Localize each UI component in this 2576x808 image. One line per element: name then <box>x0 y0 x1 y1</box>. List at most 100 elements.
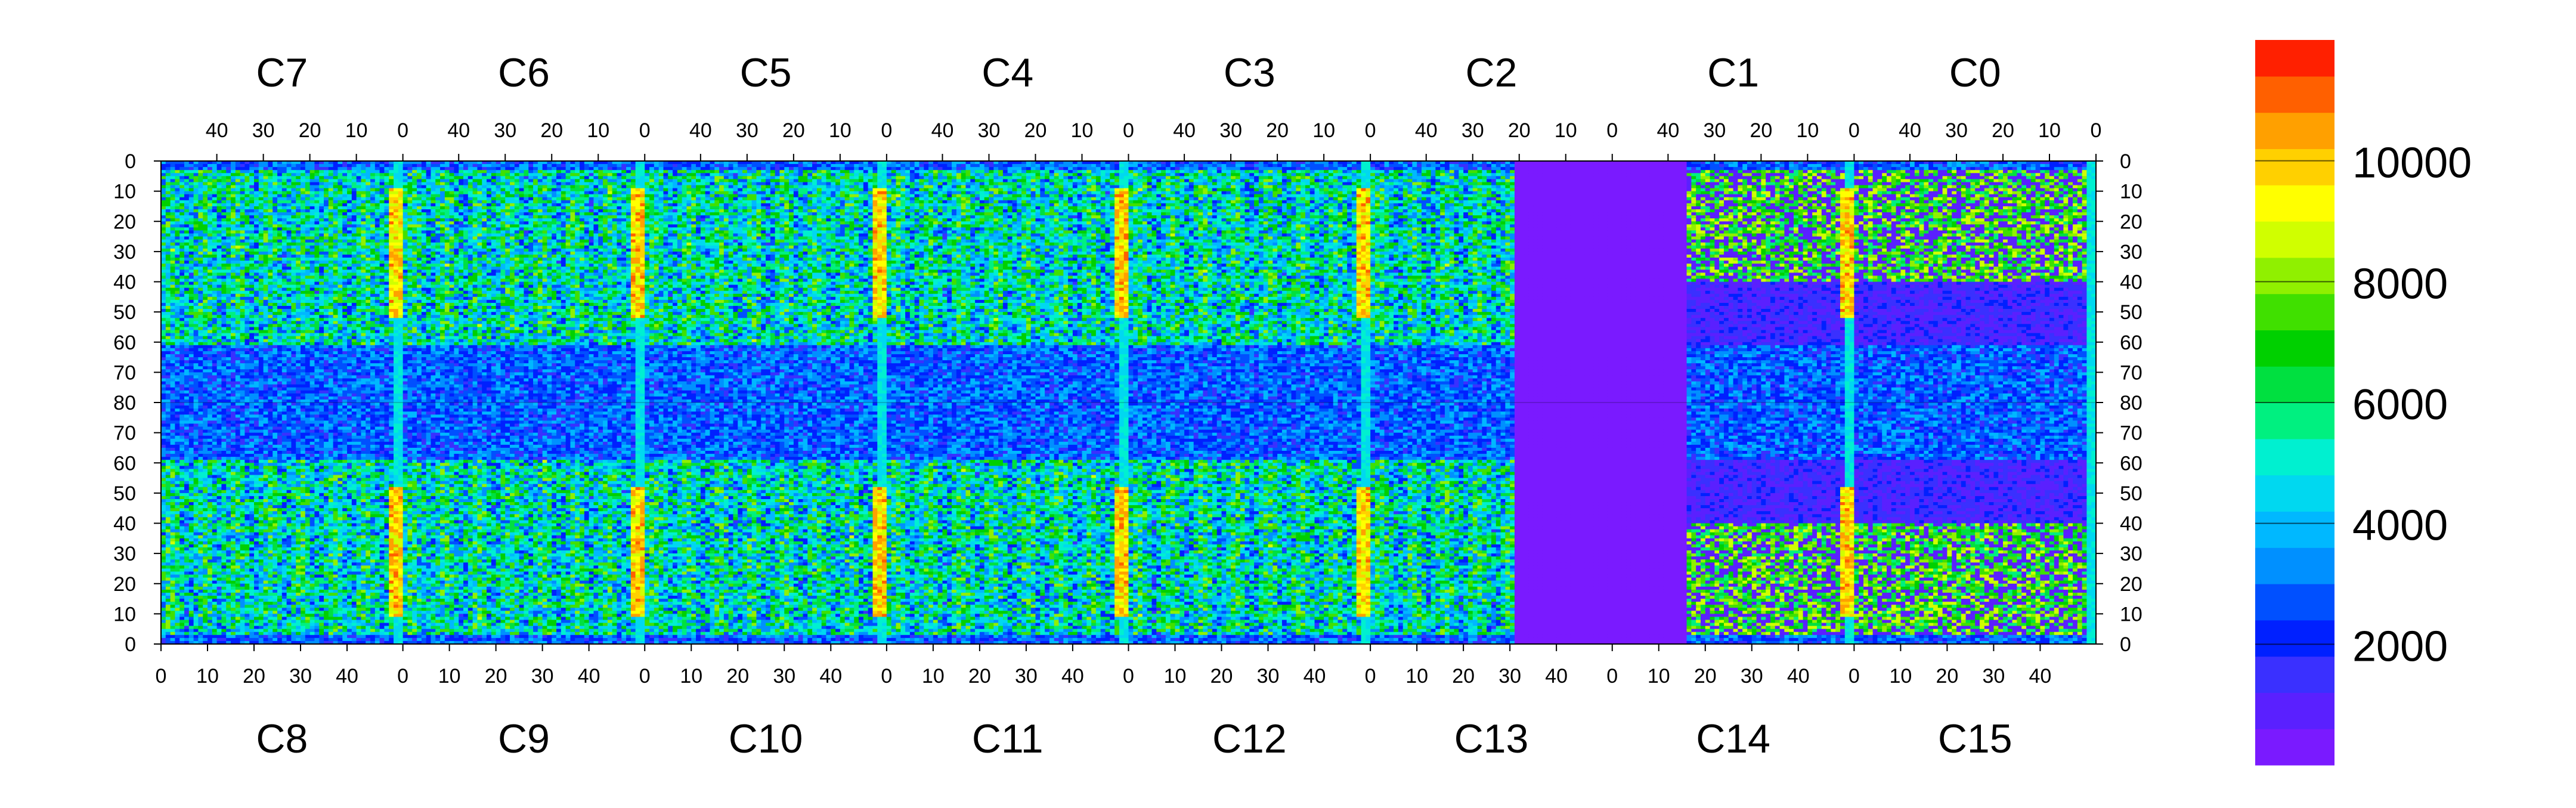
heatmap-cell <box>422 167 426 171</box>
heatmap-cell <box>1063 167 1068 171</box>
heatmap-cell <box>593 164 598 168</box>
heatmap-cell <box>784 176 789 179</box>
heatmap-cell <box>203 173 208 177</box>
heatmap-cell <box>1287 167 1292 171</box>
heatmap-cell <box>296 164 301 168</box>
heatmap-cell <box>1640 164 1645 168</box>
heatmap-cell <box>617 164 621 168</box>
heatmap-cell <box>1761 173 1766 177</box>
heatmap-cell <box>1980 164 1984 168</box>
heatmap-cell <box>1766 173 1770 177</box>
heatmap-cell <box>389 167 394 171</box>
heatmap-cell <box>277 170 282 174</box>
heatmap-cell <box>171 164 175 168</box>
heatmap-cell <box>738 167 742 171</box>
heatmap-cell <box>1110 164 1114 168</box>
heatmap-cell <box>1859 173 1863 177</box>
heatmap-cell <box>887 170 891 174</box>
heatmap-cell <box>561 170 566 174</box>
heatmap-cell <box>254 167 259 171</box>
heatmap-cell <box>1329 173 1333 177</box>
heatmap-cell <box>319 170 324 174</box>
heatmap-cell <box>1789 164 1794 168</box>
heatmap-cell <box>217 176 222 179</box>
heatmap-cell <box>361 167 366 171</box>
heatmap-cell <box>1333 167 1338 171</box>
heatmap-cell <box>696 173 701 177</box>
heatmap-cell <box>2063 173 2068 177</box>
heatmap-cell <box>1682 170 1687 174</box>
heatmap-cell <box>724 170 729 174</box>
heatmap-cell <box>1435 173 1440 177</box>
heatmap-cell <box>766 173 770 177</box>
heatmap-cell <box>831 170 835 174</box>
heatmap-cell <box>1058 164 1063 168</box>
heatmap-cell <box>301 170 305 174</box>
heatmap-cell <box>2036 170 2041 174</box>
heatmap-cell <box>375 167 380 171</box>
heatmap-cell <box>835 176 840 179</box>
heatmap-cell <box>1956 164 1961 168</box>
heatmap-cell <box>1584 167 1589 171</box>
heatmap-cell <box>1370 173 1375 177</box>
heatmap-cell <box>2045 167 2049 171</box>
heatmap-cell <box>422 170 426 174</box>
heatmap-cell <box>1138 173 1143 177</box>
heatmap-cell <box>947 167 952 171</box>
heatmap-cell <box>826 176 831 179</box>
heatmap-cell <box>1882 164 1887 168</box>
heatmap-cell <box>1612 173 1617 177</box>
heatmap-cell <box>389 164 394 168</box>
heatmap-cell <box>1900 167 1905 171</box>
heatmap-cell <box>547 176 552 179</box>
heatmap-cell <box>1701 164 1705 168</box>
heatmap-cell <box>533 167 538 171</box>
heatmap-cell <box>231 167 236 171</box>
heatmap-cell <box>1021 173 1026 177</box>
heatmap-cell <box>417 176 422 179</box>
heatmap-cell <box>1807 170 1812 174</box>
heatmap-cell <box>1589 164 1594 168</box>
heatmap-cell <box>473 176 478 179</box>
heatmap-cell <box>1812 164 1817 168</box>
heatmap-cell <box>1677 173 1682 177</box>
heatmap-cell <box>2063 170 2068 174</box>
heatmap-cell <box>1887 170 1891 174</box>
heatmap-cell <box>487 173 491 177</box>
heatmap-cell <box>663 170 668 174</box>
heatmap-cell <box>1566 173 1571 177</box>
heatmap-cell <box>1621 164 1626 168</box>
heatmap-cell <box>1845 164 1850 168</box>
heatmap-cell <box>333 170 338 174</box>
heatmap-cell <box>1696 167 1701 171</box>
heatmap-cell <box>1179 167 1184 171</box>
heatmap-cell <box>496 173 501 177</box>
heatmap-cell <box>1738 164 1742 168</box>
heatmap-cell <box>1259 167 1264 171</box>
heatmap-cell <box>766 167 770 171</box>
heatmap-cell <box>1143 164 1147 168</box>
heatmap-cell <box>1370 167 1375 171</box>
heatmap-cell <box>1654 164 1659 168</box>
heatmap-cell <box>445 173 450 177</box>
heatmap-cell <box>2063 164 2068 168</box>
heatmap-cell <box>524 164 528 168</box>
heatmap-cell <box>1296 173 1301 177</box>
heatmap-cell <box>1408 164 1413 168</box>
heatmap-cell <box>1626 164 1631 168</box>
heatmap-cell <box>896 167 900 171</box>
heatmap-cell <box>1287 173 1292 177</box>
heatmap-cell <box>2082 173 2087 177</box>
heatmap-cell <box>645 170 649 174</box>
heatmap-cell <box>733 167 738 171</box>
heatmap-cell <box>705 170 710 174</box>
heatmap-cell <box>584 170 589 174</box>
heatmap-cell <box>677 167 682 171</box>
heatmap-cell <box>724 164 729 168</box>
heatmap-cell <box>1194 164 1199 168</box>
heatmap-cell <box>738 170 742 174</box>
heatmap-cell <box>179 164 184 168</box>
heatmap-cell <box>1677 170 1682 174</box>
heatmap-cell <box>203 170 208 174</box>
heatmap-cell <box>1924 170 1928 174</box>
